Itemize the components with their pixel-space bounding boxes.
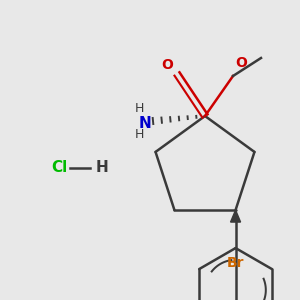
- Text: Br: Br: [227, 256, 244, 270]
- Polygon shape: [231, 210, 241, 222]
- Text: N: N: [138, 116, 151, 130]
- Text: O: O: [235, 56, 247, 70]
- Text: H: H: [134, 128, 144, 142]
- Text: O: O: [161, 58, 173, 72]
- Text: Cl: Cl: [52, 160, 68, 175]
- Text: H: H: [96, 160, 109, 175]
- Text: H: H: [134, 103, 144, 116]
